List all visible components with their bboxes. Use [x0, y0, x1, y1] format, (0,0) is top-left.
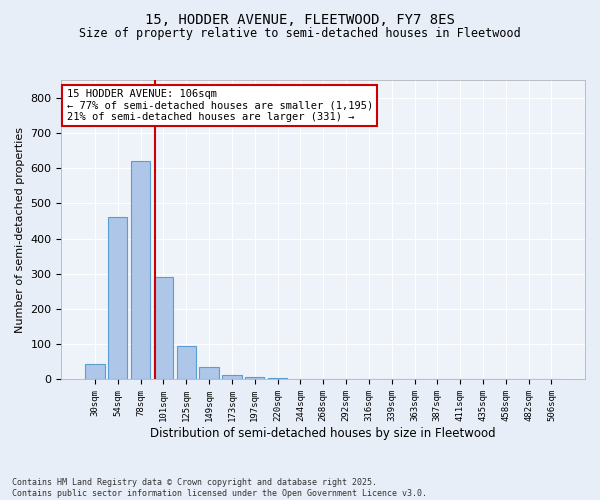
- Text: 15, HODDER AVENUE, FLEETWOOD, FY7 8ES: 15, HODDER AVENUE, FLEETWOOD, FY7 8ES: [145, 12, 455, 26]
- Text: Contains HM Land Registry data © Crown copyright and database right 2025.
Contai: Contains HM Land Registry data © Crown c…: [12, 478, 427, 498]
- Bar: [154, 277, 173, 380]
- Bar: [176, 346, 196, 380]
- Bar: [108, 218, 127, 380]
- Y-axis label: Number of semi-detached properties: Number of semi-detached properties: [15, 126, 25, 332]
- Text: 15 HODDER AVENUE: 106sqm
← 77% of semi-detached houses are smaller (1,195)
21% o: 15 HODDER AVENUE: 106sqm ← 77% of semi-d…: [67, 89, 373, 122]
- Text: Size of property relative to semi-detached houses in Fleetwood: Size of property relative to semi-detach…: [79, 28, 521, 40]
- Bar: [199, 367, 219, 380]
- Bar: [222, 374, 242, 380]
- Bar: [245, 376, 265, 380]
- Bar: [131, 161, 150, 380]
- X-axis label: Distribution of semi-detached houses by size in Fleetwood: Distribution of semi-detached houses by …: [151, 427, 496, 440]
- Bar: [85, 364, 104, 380]
- Bar: [268, 378, 287, 380]
